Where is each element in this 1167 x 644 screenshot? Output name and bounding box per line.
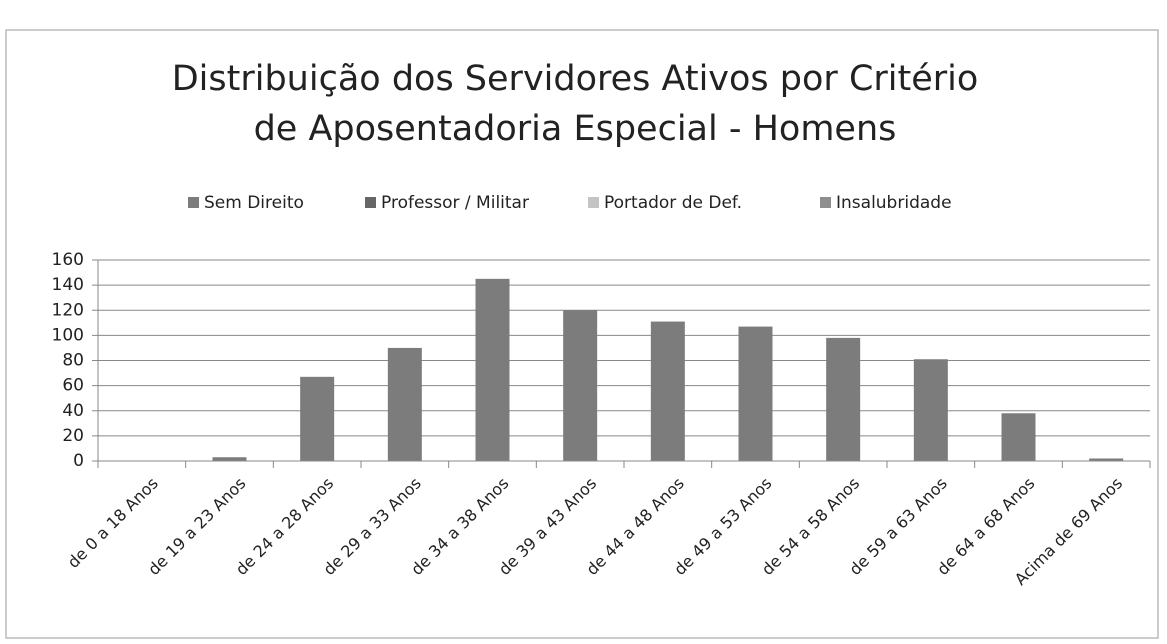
y-tick-label: 160 bbox=[52, 250, 84, 270]
y-tick-label: 140 bbox=[52, 275, 84, 295]
legend-swatch bbox=[820, 197, 831, 208]
chart-title: Distribuição dos Servidores Ativos por C… bbox=[172, 59, 979, 99]
bar bbox=[650, 321, 685, 461]
bar bbox=[300, 376, 335, 461]
chart-subtitle: de Aposentadoria Especial - Homens bbox=[254, 109, 897, 149]
bar bbox=[1001, 413, 1036, 461]
legend-label: Insalubridade bbox=[836, 193, 952, 213]
bar bbox=[475, 278, 510, 461]
y-tick-label: 20 bbox=[62, 426, 84, 446]
y-tick-label: 0 bbox=[73, 451, 84, 471]
legend-label: Portador de Def. bbox=[604, 193, 742, 213]
legend-swatch bbox=[188, 197, 199, 208]
bar bbox=[826, 337, 861, 461]
legend-label: Professor / Militar bbox=[381, 193, 529, 213]
bar bbox=[212, 457, 247, 461]
bar bbox=[563, 310, 598, 461]
y-tick-label: 60 bbox=[62, 376, 84, 396]
bar bbox=[738, 326, 773, 461]
y-tick-label: 120 bbox=[52, 300, 84, 320]
y-tick-label: 80 bbox=[62, 351, 84, 371]
legend-swatch bbox=[588, 197, 599, 208]
y-tick-label: 100 bbox=[52, 325, 84, 345]
legend-label: Sem Direito bbox=[204, 193, 304, 213]
bar bbox=[913, 359, 948, 461]
bar bbox=[1089, 458, 1124, 461]
legend-swatch bbox=[365, 197, 376, 208]
y-tick-label: 40 bbox=[62, 401, 84, 421]
bar bbox=[387, 347, 422, 461]
